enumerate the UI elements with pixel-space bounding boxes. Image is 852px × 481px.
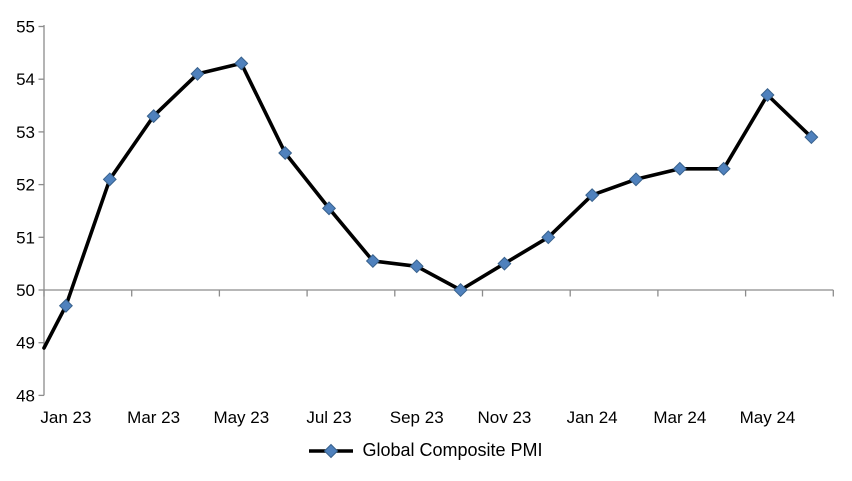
data-point-marker	[322, 201, 337, 216]
x-axis-tick-label: Mar 23	[127, 408, 180, 427]
y-axis-tick-label: 55	[16, 18, 35, 37]
data-point-marker	[453, 282, 468, 298]
legend-series-label: Global Composite PMI	[362, 440, 543, 460]
y-axis	[38, 25, 45, 397]
data-point-marker	[716, 161, 731, 176]
data-point-marker	[365, 254, 380, 269]
data-point-marker	[58, 298, 73, 313]
data-point-marker	[672, 161, 687, 176]
chart-legend: Global Composite PMI	[0, 440, 852, 461]
data-point-marker	[804, 130, 819, 145]
data-point-marker	[278, 145, 293, 160]
data-point-marker	[628, 172, 643, 187]
legend-marker-icon	[309, 443, 354, 458]
data-point-marker	[585, 188, 600, 203]
x-axis-tick-label: Jul 23	[306, 408, 351, 427]
x-axis-tick-label: Sep 23	[390, 408, 444, 427]
x-axis-tick-label: May 23	[213, 408, 269, 427]
y-axis-tick-label: 54	[16, 70, 35, 89]
y-axis-tick-label: 50	[16, 281, 35, 300]
y-axis-tick-label: 53	[16, 123, 35, 142]
series-line	[42, 61, 814, 350]
series-line-group	[42, 61, 814, 350]
data-point-marker	[409, 259, 424, 274]
x-axis-tick-label: Nov 23	[477, 408, 531, 427]
y-axis-tick-label: 51	[16, 228, 35, 247]
y-axis-tick-label: 48	[16, 386, 35, 405]
y-axis-tick-label: 52	[16, 176, 35, 195]
x-axis-tick-label: Jan 24	[567, 408, 618, 427]
data-point-marker	[102, 172, 117, 187]
data-point-marker	[190, 66, 205, 81]
y-axis-tick-label: 49	[16, 334, 35, 353]
data-point-marker	[497, 256, 512, 271]
data-point-markers-group	[58, 56, 819, 313]
data-point-marker	[760, 88, 775, 103]
data-point-marker	[234, 56, 249, 71]
x-axis-tick-label: Jan 23	[40, 408, 91, 427]
data-point-marker	[146, 109, 161, 124]
x-axis-tick-label: May 24	[740, 408, 796, 427]
x-axis-tick-label: Mar 24	[653, 408, 706, 427]
data-point-marker	[541, 230, 556, 245]
x-axis	[43, 289, 834, 297]
axis-tick-labels-group: 48 49 50 51 52 53 54 55 Jan 23 Mar 23 May 23 Jul 23…	[16, 18, 795, 428]
